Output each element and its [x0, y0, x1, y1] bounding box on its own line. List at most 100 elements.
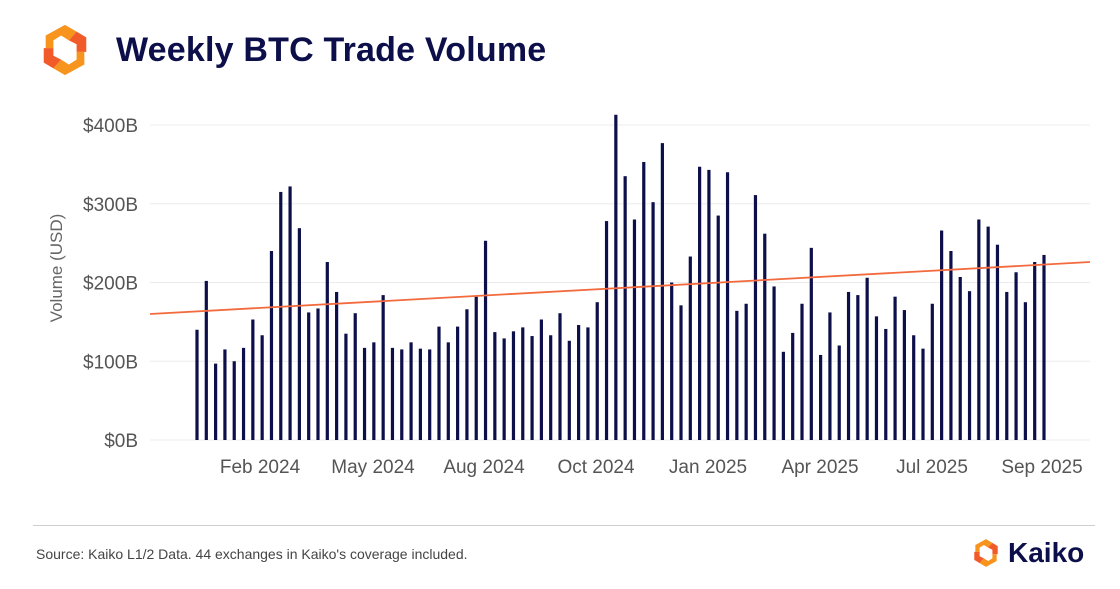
y-axis-ticks: $0B $100B $200B $300B $400B: [83, 116, 138, 452]
x-tick-label: Apr 2025: [781, 457, 858, 478]
bar: [930, 303, 934, 440]
bar: [763, 233, 767, 440]
bar: [353, 313, 357, 440]
bar: [735, 310, 739, 440]
bar: [214, 363, 218, 440]
bar: [437, 326, 441, 440]
x-tick-label: May 2024: [331, 457, 415, 478]
bar: [335, 291, 339, 440]
bar: [828, 312, 832, 440]
bar-chart: $0B $100B $200B $300B $400B Feb 2024 May 2024…: [47, 114, 1091, 478]
bar: [1023, 302, 1027, 440]
y-tick-label: $200B: [83, 274, 138, 295]
bar: [279, 191, 283, 440]
bar: [493, 332, 497, 440]
bar: [251, 319, 255, 440]
bar: [614, 114, 618, 440]
bar: [893, 296, 897, 440]
bar: [753, 195, 758, 440]
bar: [465, 309, 469, 440]
chart-title: Weekly BTC Trade Volume: [116, 30, 547, 69]
bar: [819, 354, 823, 440]
x-tick-label: Jan 2025: [669, 457, 747, 478]
bar: [809, 247, 813, 440]
bar: [837, 345, 841, 440]
bar: [865, 277, 869, 440]
bar: [530, 336, 534, 440]
bar: [670, 282, 674, 440]
bar: [241, 347, 246, 440]
bar: [651, 202, 655, 440]
bar: [502, 338, 506, 440]
x-tick-label: Sep 2025: [1001, 457, 1082, 478]
y-tick-label: $0B: [104, 431, 138, 452]
footer-divider: [33, 525, 1095, 526]
bar: [195, 329, 199, 440]
bar: [456, 326, 460, 440]
bar: [586, 327, 590, 440]
bar: [725, 172, 730, 440]
bar: [744, 303, 748, 440]
chart-header: Weekly BTC Trade Volume: [36, 20, 546, 80]
source-note: Source: Kaiko L1/2 Data. 44 exchanges in…: [36, 546, 468, 562]
bar: [679, 305, 683, 440]
bar: [949, 251, 953, 440]
bar: [716, 215, 720, 440]
bar: [511, 331, 516, 440]
kaiko-logo-icon: [43, 24, 87, 76]
bar: [632, 219, 637, 440]
bar: [940, 230, 944, 440]
bar: [549, 335, 553, 440]
x-tick-label: Feb 2024: [220, 457, 301, 478]
bar: [418, 348, 422, 440]
bar: [577, 325, 581, 440]
bar: [623, 176, 627, 440]
brand-name: Kaiko: [1008, 537, 1085, 568]
bar: [390, 347, 395, 440]
bar: [400, 349, 404, 440]
bar: [772, 286, 776, 440]
bar: [1042, 254, 1046, 440]
bar: [995, 244, 1000, 440]
bar: [260, 335, 264, 440]
bar: [204, 280, 208, 440]
bar: [539, 319, 543, 440]
x-tick-label: Aug 2024: [443, 457, 525, 478]
bar: [595, 302, 599, 440]
bar: [372, 342, 376, 440]
bar: [362, 347, 367, 440]
bar: [1014, 272, 1018, 440]
bar: [567, 340, 571, 440]
bar: [1033, 262, 1037, 440]
y-tick-label: $100B: [83, 352, 138, 373]
brand-mark: Kaiko: [970, 537, 1084, 569]
y-tick-label: $300B: [83, 195, 138, 216]
bar: [977, 219, 981, 440]
bar: [1005, 291, 1009, 440]
bar: [381, 295, 385, 440]
bar: [428, 349, 432, 440]
bar: [856, 295, 860, 440]
bar: [846, 291, 851, 440]
bar: [660, 143, 664, 441]
bar: [698, 166, 702, 441]
bar: [791, 332, 795, 440]
bar: [874, 316, 879, 440]
bar: [958, 276, 962, 440]
bar: [223, 349, 227, 440]
bar: [288, 186, 292, 440]
bar: [604, 221, 609, 440]
bar: [344, 333, 348, 440]
y-tick-label: $400B: [83, 116, 138, 137]
kaiko-logo-icon: [974, 539, 998, 567]
bar: [325, 262, 329, 440]
bar: [232, 361, 236, 440]
bar: [483, 240, 488, 440]
bar: [558, 313, 562, 440]
bar: [521, 327, 525, 440]
bar: [986, 226, 990, 440]
bar: [912, 335, 916, 440]
y-axis-label: Volume (USD): [47, 214, 66, 323]
bar: [921, 348, 925, 440]
bar: [642, 162, 646, 440]
